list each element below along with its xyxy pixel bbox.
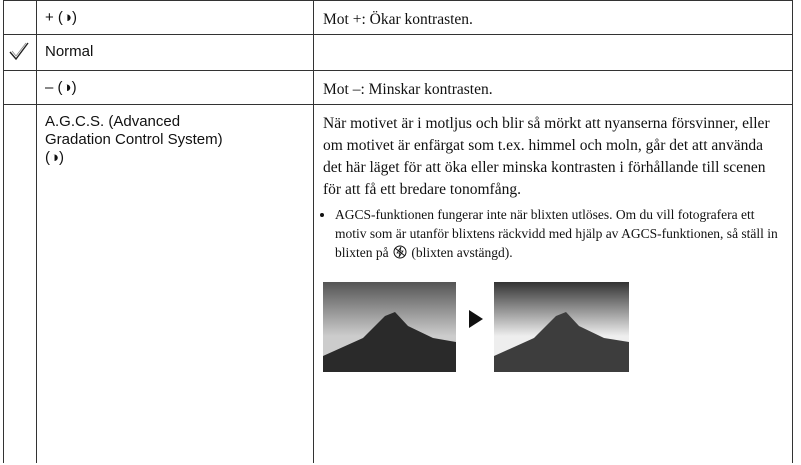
note: AGCS-funktionen fungerar inte när blixte…	[323, 205, 782, 262]
settings-table: + (◑) Mot +: Ökar kontrasten. Normal – (◑…	[3, 0, 793, 463]
option: A.G.C.S. (Advanced Gradation Control Sys…	[45, 113, 223, 166]
check-icon	[9, 42, 29, 61]
description: Mot –: Minskar kontrasten.	[313, 70, 793, 105]
flash-off-icon	[393, 245, 407, 259]
note-text: (blixten avstängd).	[411, 245, 513, 260]
option: Normal	[36, 34, 314, 71]
option: – (◑)	[36, 70, 314, 105]
note-text: AGCS-funktionen fungerar inte när blixte…	[335, 207, 778, 260]
option: + (◑)	[36, 0, 314, 35]
description	[313, 34, 793, 71]
description: När motivet är i motljus och blir så mör…	[323, 115, 770, 198]
example-images	[323, 282, 629, 372]
description: Mot +: Ökar kontrasten.	[313, 0, 793, 35]
